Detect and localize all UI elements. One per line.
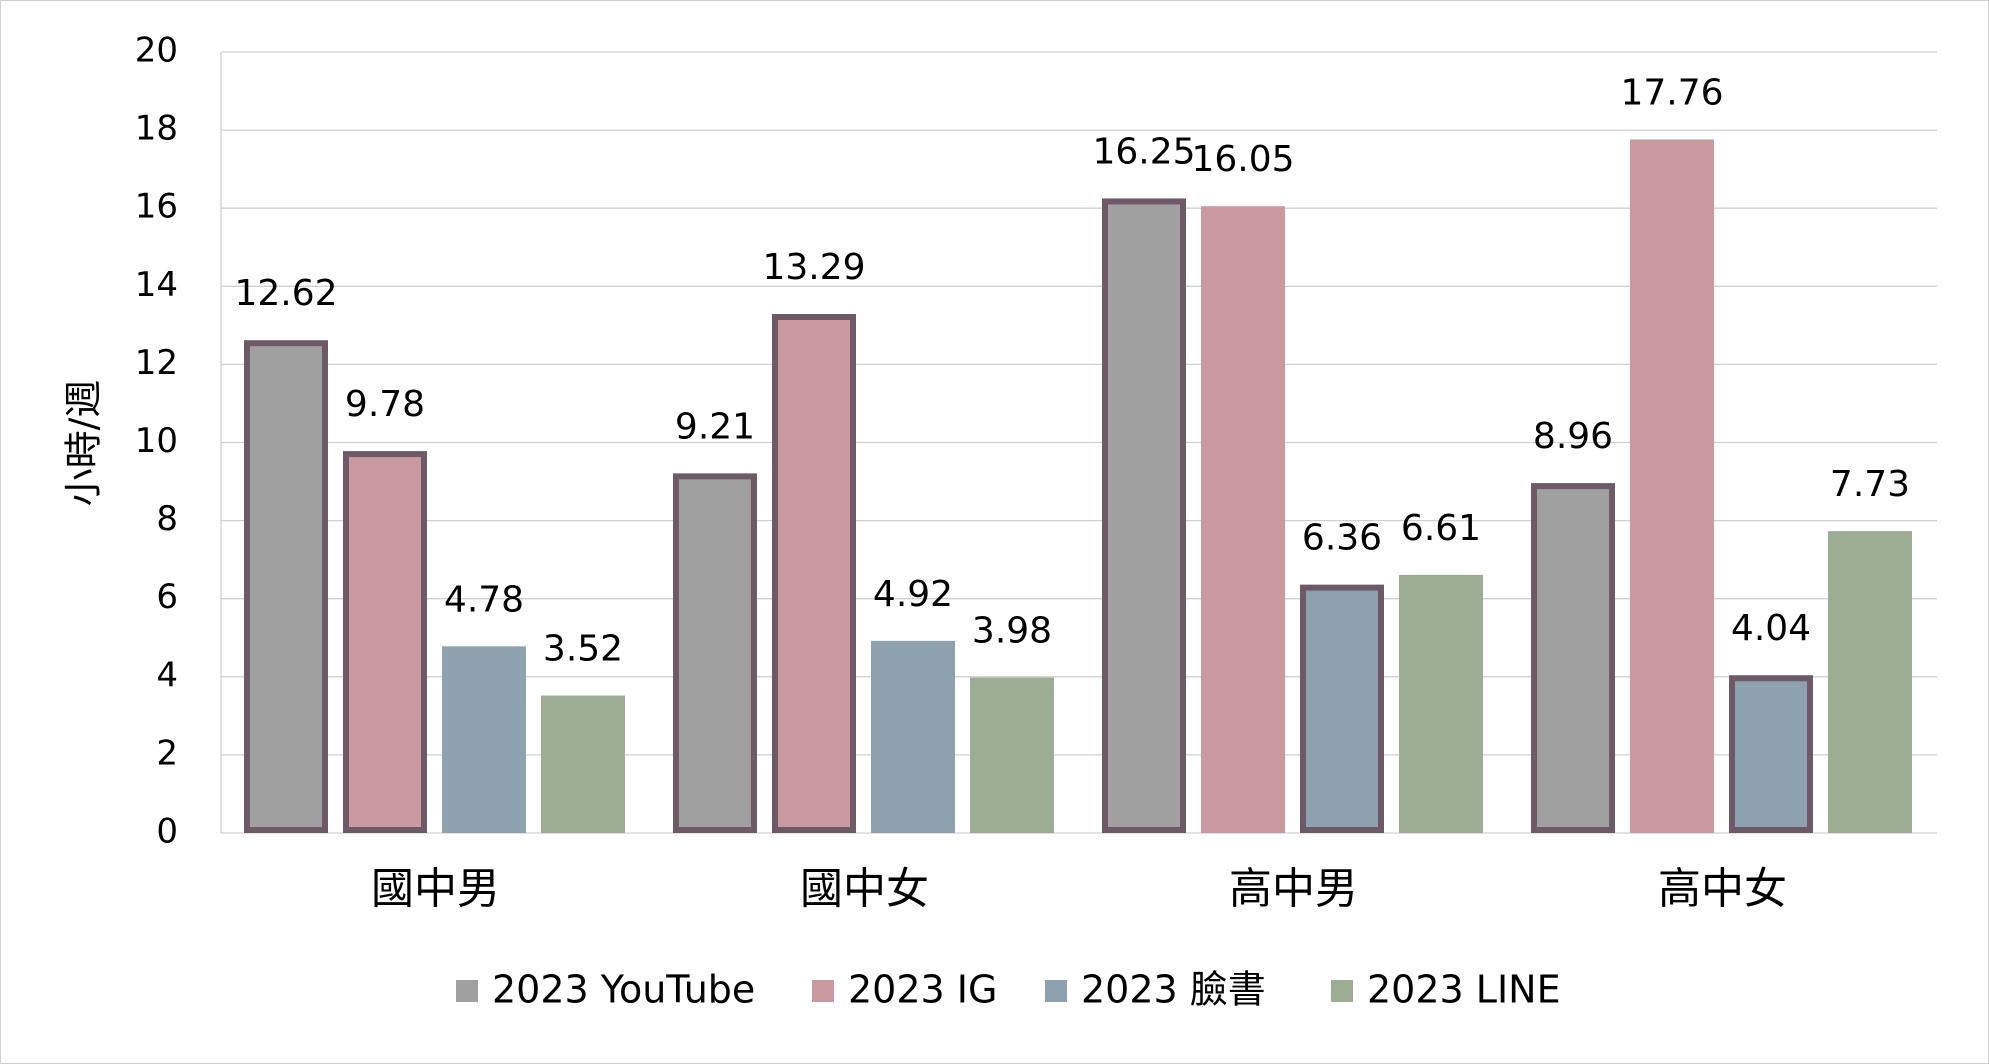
y-tick-label: 20 (135, 31, 178, 71)
bar (1729, 675, 1813, 833)
bar (1201, 206, 1285, 833)
y-axis-label: 小時/週 (62, 380, 106, 507)
value-label: 17.76 (1620, 72, 1723, 113)
bar (244, 340, 328, 833)
legend-swatch (812, 980, 834, 1002)
value-label: 13.29 (762, 247, 865, 288)
bar (772, 314, 856, 833)
legend-swatch (1331, 980, 1353, 1002)
x-tick-label: 國中女 (800, 865, 929, 915)
y-tick-label: 14 (135, 265, 178, 305)
bar (970, 677, 1054, 833)
x-tick-label: 高中女 (1658, 865, 1787, 915)
x-tick-label: 國中男 (371, 865, 500, 915)
bar (343, 451, 427, 833)
x-tick-label: 高中男 (1229, 865, 1358, 915)
y-tick-label: 18 (135, 109, 178, 149)
legend-label: 2023 臉書 (1081, 968, 1266, 1012)
value-label: 16.05 (1191, 139, 1294, 180)
value-label: 4.92 (873, 574, 953, 615)
value-label: 6.61 (1401, 508, 1481, 549)
y-tick-label: 12 (135, 343, 178, 383)
value-label: 3.98 (972, 611, 1052, 652)
y-tick-label: 4 (156, 655, 178, 695)
legend-label: 2023 LINE (1367, 968, 1561, 1012)
value-label: 7.73 (1830, 464, 1910, 505)
legend-label: 2023 IG (848, 968, 997, 1012)
value-label: 16.25 (1092, 131, 1195, 172)
bar (1102, 198, 1186, 833)
y-tick-label: 16 (135, 187, 178, 227)
value-label: 4.78 (444, 579, 524, 620)
y-tick-label: 10 (135, 421, 178, 461)
y-tick-label: 6 (156, 577, 178, 617)
bar (1399, 574, 1483, 833)
bar (1300, 584, 1384, 834)
y-tick-label: 2 (156, 733, 178, 773)
value-label: 6.36 (1302, 518, 1382, 559)
value-label: 4.04 (1731, 608, 1811, 649)
bar (673, 473, 757, 833)
value-label: 3.52 (543, 629, 623, 670)
y-tick-label: 8 (156, 499, 178, 539)
legend-swatch (456, 980, 478, 1002)
bar (1630, 139, 1714, 834)
legend-swatch (1045, 980, 1067, 1002)
bar (1531, 483, 1615, 833)
value-label: 9.21 (675, 406, 755, 447)
bar (442, 646, 526, 833)
y-tick-label: 0 (156, 812, 178, 852)
bar (871, 640, 955, 833)
legend-label: 2023 YouTube (492, 968, 755, 1012)
bar (541, 695, 625, 833)
bar (1828, 531, 1912, 833)
value-label: 8.96 (1533, 416, 1613, 457)
value-label: 12.62 (234, 273, 337, 314)
value-label: 9.78 (345, 384, 425, 425)
